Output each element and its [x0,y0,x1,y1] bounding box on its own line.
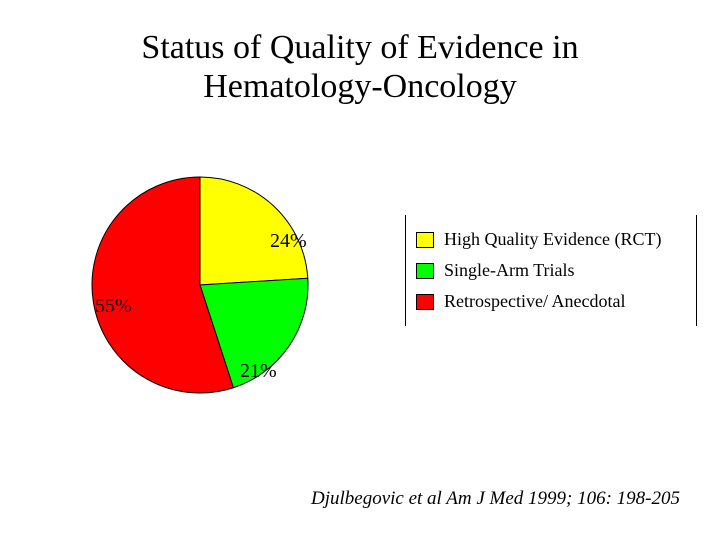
pie-slice-label-0: 24% [270,230,307,253]
slide: Status of Quality of Evidence in Hematol… [0,0,720,540]
title-line-1: Status of Quality of Evidence in [141,29,578,66]
legend-row-0: High Quality Evidence (RCT) [416,229,686,250]
legend-swatch-1 [416,263,434,279]
title-line-2: Hematology-Oncology [203,68,517,105]
legend-swatch-2 [416,294,434,310]
pie-chart: 24% 21% 55% [80,175,380,405]
legend-label-0: High Quality Evidence (RCT) [444,229,661,250]
legend-label-2: Retrospective/ Anecdotal [444,291,625,312]
legend-row-1: Single-Arm Trials [416,260,686,281]
pie-svg [80,175,380,405]
citation: Djulbegovic et al Am J Med 1999; 106: 19… [311,488,680,510]
legend: High Quality Evidence (RCT) Single-Arm Tr… [405,215,697,326]
legend-swatch-0 [416,232,434,248]
pie-slice-label-1: 21% [240,360,277,383]
citation-text: Djulbegovic et al Am J Med 1999; 106: 19… [311,488,680,509]
legend-label-1: Single-Arm Trials [444,260,575,281]
legend-row-2: Retrospective/ Anecdotal [416,291,686,312]
slide-title: Status of Quality of Evidence in Hematol… [0,28,720,106]
pie-slice-label-2: 55% [95,295,132,318]
